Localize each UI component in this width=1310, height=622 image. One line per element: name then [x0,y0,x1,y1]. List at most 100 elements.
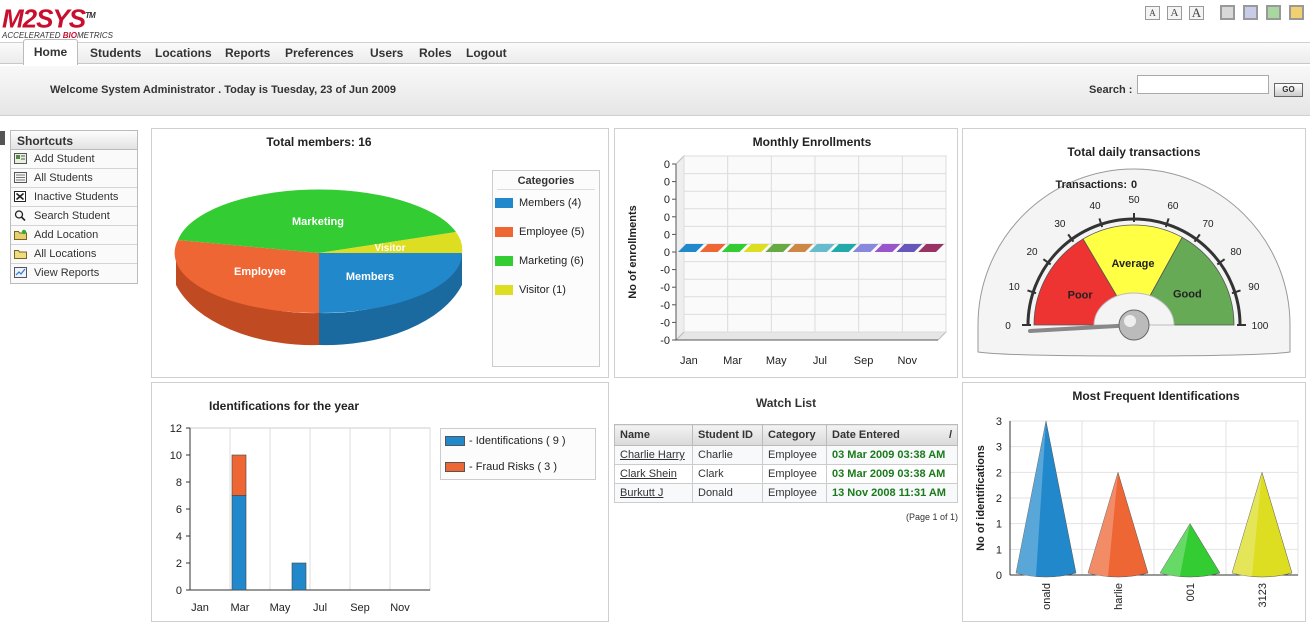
nav-users[interactable]: Users [370,46,404,60]
enrollment-bar [721,244,748,252]
font-size-small-button[interactable]: A [1145,6,1160,20]
theme-gray-button[interactable] [1220,5,1235,20]
cone-bar [1087,471,1149,578]
legend-swatch [495,227,513,238]
enrollment-bar [852,244,879,252]
y-tick-label: 0 [996,570,1002,582]
cone-highlight [1160,523,1190,577]
theme-green-button[interactable] [1266,5,1281,20]
gauge-hub-cover [1093,292,1175,326]
logo-tm: TM [85,11,96,20]
gauge-tick [1067,233,1075,243]
identifications-chart-title: Identifications for the year [208,399,360,413]
transactions-gauge: Transactions: 0 Poor Average Good 0 10 20 30 40… [977,168,1291,357]
table-cell: Clark [692,464,763,484]
shortcut-add-student[interactable]: Add Student [11,150,137,169]
shortcut-all-locations[interactable]: All Locations [11,245,137,264]
table-cell: Employee [762,483,827,503]
nav-roles[interactable]: Roles [419,46,452,60]
gauge-tick-label: 30 [1054,219,1066,230]
nav-home-tab[interactable]: Home [23,39,78,65]
shortcut-label: Search Student [34,210,110,222]
pagination-info: (Page 1 of 1) [905,512,958,522]
nav-locations[interactable]: Locations [155,46,212,60]
y-tick-label: -0 [660,317,670,329]
pie-label-marketing: Marketing [292,216,344,228]
search-input[interactable] [1137,75,1269,94]
report-icon [14,267,27,278]
shortcut-all-students[interactable]: All Students [11,169,137,188]
y-tick-label: 0 [664,194,670,206]
x-tick-label: Jul [313,602,327,614]
student-name-link[interactable]: Clark Shein [614,464,693,484]
theme-orange-button[interactable] [1289,5,1304,20]
inactive-icon [14,191,26,202]
theme-blue-button[interactable] [1243,5,1258,20]
font-size-large-button[interactable]: A [1189,6,1204,20]
y-axis-title: No of identifications [975,445,987,551]
x-tick-label: harlie [1113,583,1125,610]
student-name-link[interactable]: Charlie Harry [614,445,693,465]
shortcut-search-student[interactable]: Search Student [11,207,137,226]
search-go-button[interactable]: GO [1274,83,1303,97]
gauge-tick-label: 20 [1027,247,1039,258]
gauge-tick-label: 80 [1230,247,1242,258]
column-header-name[interactable]: Name [614,424,693,446]
enrollment-bar [743,244,770,252]
cone-highlight [1232,472,1262,577]
nav-logout[interactable]: Logout [466,46,507,60]
sidebar-collapse-handle[interactable] [0,131,5,145]
all-students-icon [14,172,27,183]
gauge-zone-label: Average [1112,258,1155,270]
pie-legend-item-visitor: Visitor (1) [495,284,566,296]
stacked-bar-segment [231,454,247,496]
y-tick-label: 10 [170,450,182,462]
shortcuts-panel: Shortcuts Add Student All Students Inact… [10,130,138,284]
enrollment-bar [809,244,835,252]
y-tick-label: 2 [996,467,1002,479]
shortcut-label: All Students [34,172,93,184]
nav-students[interactable]: Students [90,46,142,60]
pie-slice-visitor [319,232,463,253]
shortcut-inactive-students[interactable]: Inactive Students [11,188,137,207]
nav-preferences[interactable]: Preferences [285,46,354,60]
sort-indicator-icon: / [948,429,952,441]
font-size-medium-button[interactable]: A [1167,6,1182,20]
cone-bar [1159,523,1221,578]
cone-highlight [1016,421,1046,577]
y-tick-label: 0 [664,247,670,259]
legend-item-identifications: - Identifications ( 9 ) [445,435,566,447]
shortcut-add-location[interactable]: Add Location [11,226,137,245]
nav-reports[interactable]: Reports [225,46,271,60]
add-location-icon [14,229,27,240]
column-header-student-id[interactable]: Student ID [692,424,763,446]
column-header-date-entered[interactable]: Date Entered / [826,424,958,446]
column-header-category[interactable]: Category [762,424,827,446]
table-cell: Donald [692,483,763,503]
x-tick-label: May [270,602,291,614]
table-row: Burkutt J Donald Employee 13 Nov 2008 11… [614,483,958,503]
table-cell: Charlie [692,445,763,465]
y-tick-label: -0 [660,300,670,312]
column-header-date-label: Date Entered [832,429,900,441]
legend-label: - Fraud Risks ( 3 ) [469,461,558,473]
x-tick-label: Nov [390,602,410,614]
gauge-tick-label: 60 [1167,201,1179,212]
y-tick-label: 0 [664,212,670,224]
pie-legend: Categories Members (4) Employee (5) Mark… [492,170,600,367]
shortcut-view-reports[interactable]: View Reports [11,264,137,283]
stacked-bar-segment [291,562,307,591]
x-tick-label: Nov [897,355,917,367]
gauge-tick [1098,218,1104,228]
legend-label: Employee (5) [519,226,585,238]
student-name-link[interactable]: Burkutt J [614,483,693,503]
pie-slice-marketing [178,189,456,253]
add-student-icon [14,153,27,164]
logo-tagline-suffix: METRICS [77,30,113,40]
gauge-tick [1193,233,1201,243]
cone-bar [1231,471,1293,578]
gauge-tick [1164,218,1170,228]
pie-slice-employee-side [176,253,319,346]
gauge-needle [1028,323,1136,333]
gauge-tick [1231,289,1241,295]
